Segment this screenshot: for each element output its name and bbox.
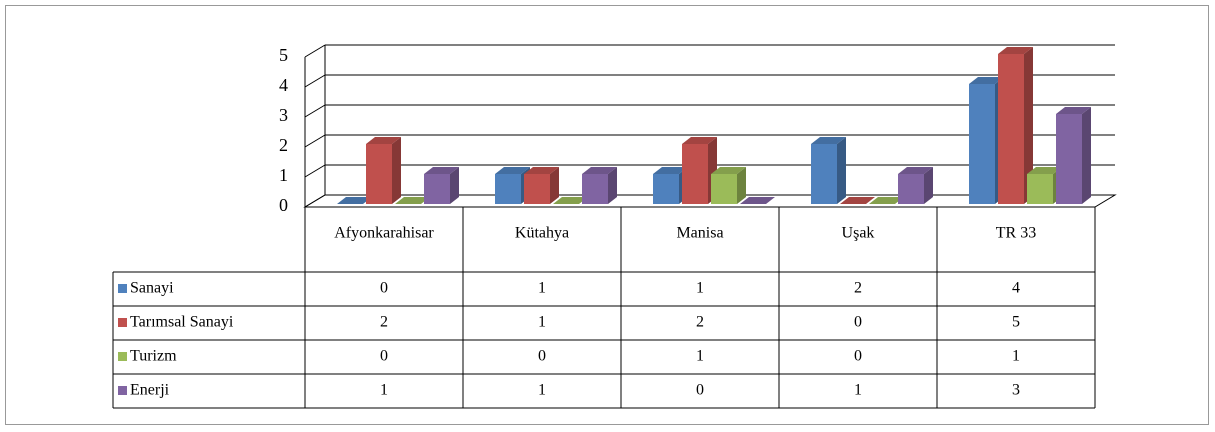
bar xyxy=(711,174,737,204)
bar xyxy=(582,174,608,204)
table-value: 0 xyxy=(538,348,546,365)
bar-top xyxy=(495,167,530,174)
y-tick-label: 5 xyxy=(279,45,288,65)
y-tick-label: 4 xyxy=(279,75,288,95)
bar-side xyxy=(737,167,746,204)
table-value: 1 xyxy=(1012,348,1020,365)
bar-top xyxy=(682,137,717,144)
bar xyxy=(811,144,837,204)
bar-top xyxy=(1056,107,1091,114)
bar-top xyxy=(811,137,846,144)
bar-side xyxy=(550,167,559,204)
bar xyxy=(524,174,550,204)
bar-top xyxy=(524,167,559,174)
table-value: 1 xyxy=(696,348,704,365)
legend-label: Enerji xyxy=(130,382,170,399)
bar-top xyxy=(969,77,1004,84)
bar xyxy=(495,174,521,204)
table-value: 1 xyxy=(538,382,546,399)
bar-top xyxy=(869,197,904,204)
bar xyxy=(898,174,924,204)
legend-label: Turizm xyxy=(130,348,177,365)
table-value: 1 xyxy=(538,280,546,297)
table-value: 2 xyxy=(854,280,862,297)
bar xyxy=(969,84,995,204)
table-value: 0 xyxy=(696,382,704,399)
bar-top xyxy=(366,137,401,144)
bar-top xyxy=(653,167,688,174)
table-value: 2 xyxy=(696,314,704,331)
x-tick-label: TR 33 xyxy=(996,225,1036,242)
legend-swatch xyxy=(118,352,127,361)
bar xyxy=(1056,114,1082,204)
bar-top xyxy=(1027,167,1062,174)
bar xyxy=(1027,174,1053,204)
x-tick-label: Manisa xyxy=(676,225,723,242)
table-value: 5 xyxy=(1012,314,1020,331)
table-value: 1 xyxy=(854,382,862,399)
bar-side xyxy=(608,167,617,204)
bar-side xyxy=(450,167,459,204)
table-value: 1 xyxy=(696,280,704,297)
legend-swatch xyxy=(118,318,127,327)
bar-side xyxy=(1024,47,1033,204)
bar-top xyxy=(740,197,775,204)
grid-line xyxy=(304,74,326,88)
bar xyxy=(424,174,450,204)
table-value: 4 xyxy=(1012,280,1020,297)
legend-swatch xyxy=(118,386,127,395)
bar-top xyxy=(424,167,459,174)
table-value: 1 xyxy=(538,314,546,331)
y-tick-label: 3 xyxy=(279,105,288,125)
bar-top xyxy=(998,47,1033,54)
bar xyxy=(998,54,1024,204)
grid-line xyxy=(304,164,326,178)
table-value: 0 xyxy=(380,280,388,297)
table-value: 0 xyxy=(854,348,862,365)
bar xyxy=(366,144,392,204)
y-tick-label: 2 xyxy=(279,135,288,155)
grid-line xyxy=(304,44,326,58)
grid-line xyxy=(304,134,326,148)
bar-top xyxy=(337,197,372,204)
grid-line xyxy=(304,194,326,208)
bar-side xyxy=(924,167,933,204)
legend-label: Tarımsal Sanayi xyxy=(130,314,234,331)
table-value: 2 xyxy=(380,314,388,331)
x-tick-label: Uşak xyxy=(842,225,875,242)
bar-top xyxy=(395,197,430,204)
x-tick-label: Afyonkarahisar xyxy=(334,225,434,242)
grid-line xyxy=(304,104,326,118)
y-tick-label: 0 xyxy=(279,195,288,215)
table-value: 3 xyxy=(1012,382,1020,399)
bar-top xyxy=(582,167,617,174)
table-value: 1 xyxy=(380,382,388,399)
bar-top xyxy=(840,197,875,204)
bar-side xyxy=(837,137,846,204)
bar-top xyxy=(898,167,933,174)
bar-top xyxy=(711,167,746,174)
x-tick-label: Kütahya xyxy=(515,225,569,242)
bar-side xyxy=(392,137,401,204)
y-tick-label: 1 xyxy=(279,165,288,185)
bar xyxy=(653,174,679,204)
bar-top xyxy=(553,197,588,204)
bar-side xyxy=(1082,107,1091,204)
table-value: 0 xyxy=(380,348,388,365)
legend-label: Sanayi xyxy=(130,280,174,297)
table-value: 0 xyxy=(854,314,862,331)
legend-swatch xyxy=(118,284,127,293)
bar xyxy=(682,144,708,204)
